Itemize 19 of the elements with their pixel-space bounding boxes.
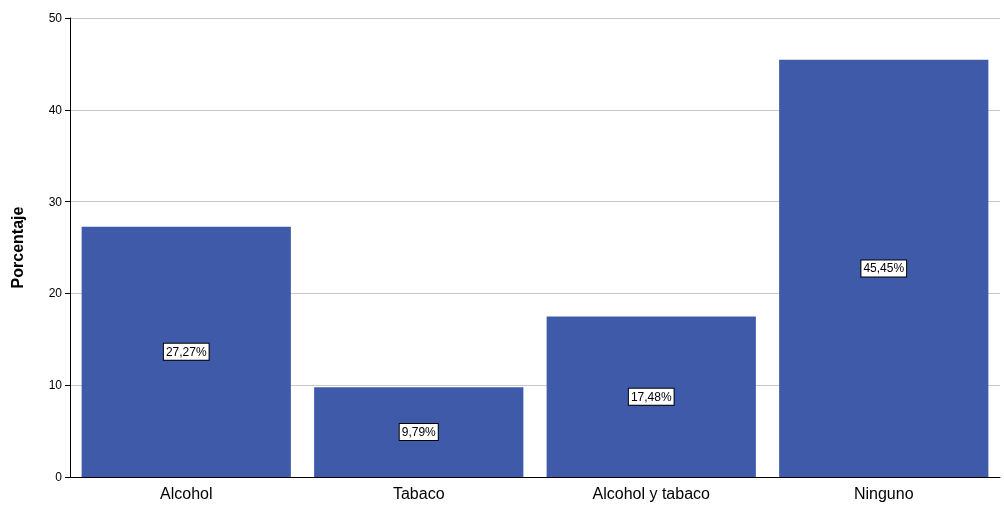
y-tick-label: 10	[48, 378, 63, 393]
x-tick-label: Alcohol	[160, 484, 213, 502]
x-tick-label: Alcohol y tabaco	[592, 484, 711, 502]
data-label: 17,48%	[630, 389, 672, 404]
y-tick-label: 50	[48, 11, 63, 25]
bar	[314, 387, 524, 477]
y-tick-label: 40	[48, 102, 63, 117]
y-tick-label: 30	[48, 194, 63, 209]
x-tick-label: Tabaco	[392, 484, 445, 502]
x-tick-label: Ninguno	[853, 484, 914, 502]
y-tick-label: 20	[48, 286, 63, 301]
data-label: 27,27%	[165, 344, 207, 359]
bar	[779, 59, 989, 477]
bar	[546, 316, 756, 477]
y-axis-title: Porcentaje	[8, 206, 26, 289]
y-tick-label: 0	[55, 470, 63, 484]
bar	[81, 226, 291, 477]
data-label: 45,45%	[863, 261, 905, 276]
data-label: 9,79%	[401, 425, 437, 440]
